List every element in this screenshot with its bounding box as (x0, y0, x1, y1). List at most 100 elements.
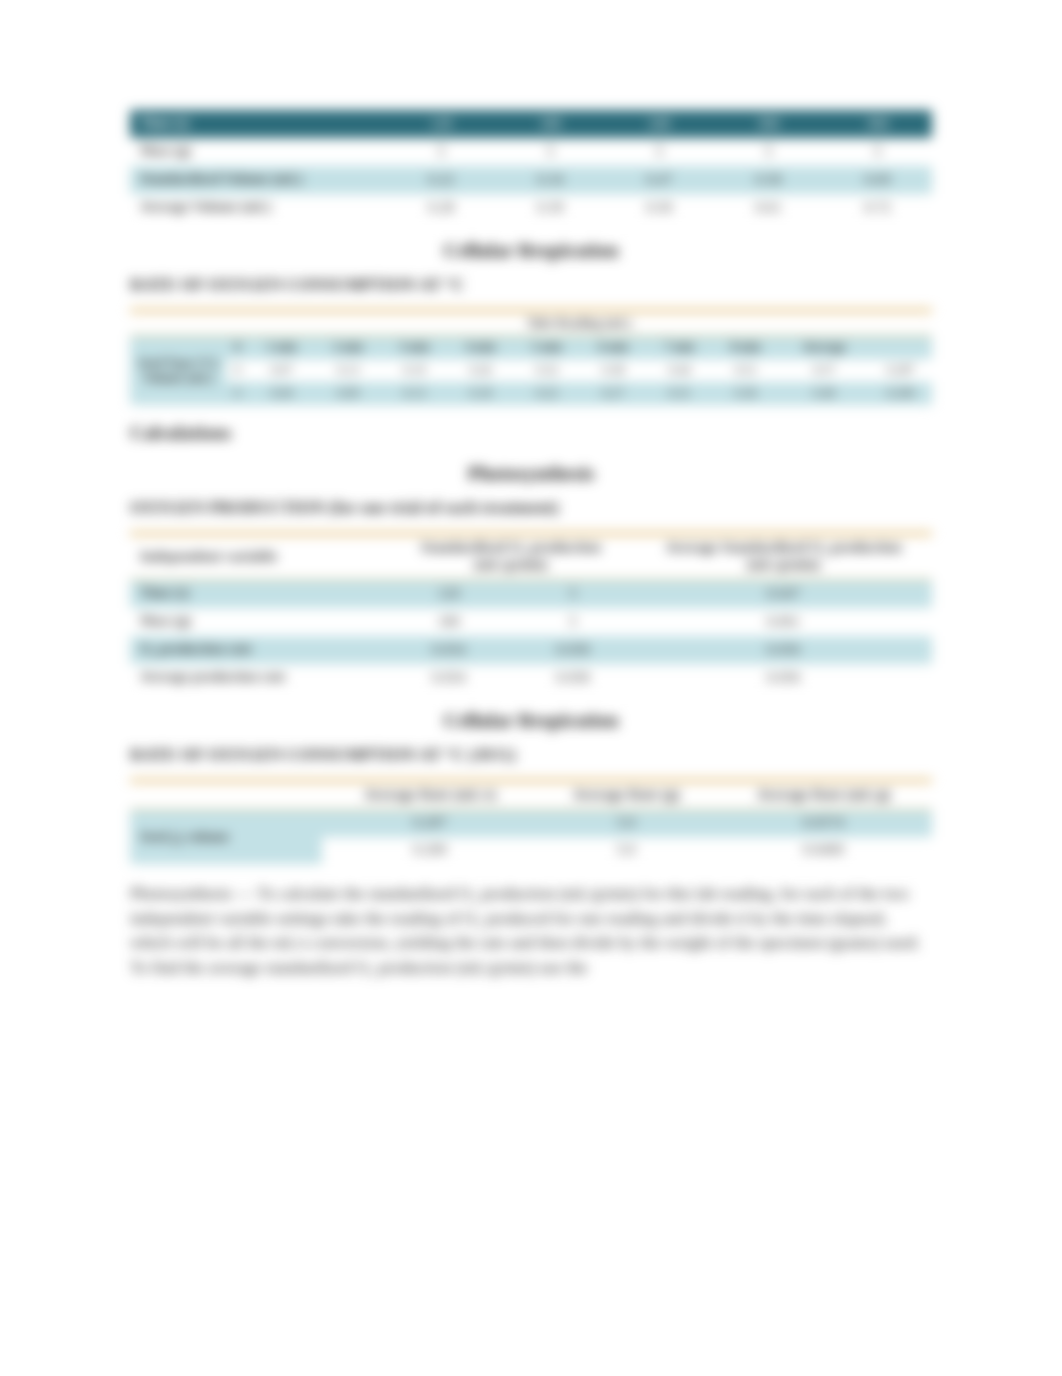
cell: 0.13 (381, 382, 447, 405)
col-header: Average Rate (mL/g) (715, 781, 932, 810)
col-header: Standardized O₂ production (mL/g/min) (387, 534, 635, 580)
cell: 0.31 (646, 382, 712, 405)
cell: 0.36 (713, 382, 779, 405)
cell: 0.07 (249, 359, 315, 382)
cell: 0.200 (322, 837, 537, 864)
cell: 0.28 (387, 194, 496, 222)
row-label: Average production rate (130, 664, 387, 692)
cell: 0.058 (511, 636, 635, 664)
cell: 5 (714, 138, 823, 166)
col-header: 8 min (713, 336, 779, 360)
row-label: Mass (g) (130, 138, 387, 166)
cell: 0.22 (514, 382, 580, 405)
cell: 0.40 (779, 382, 870, 405)
cell: 360 (823, 110, 932, 138)
cell: 180 (496, 110, 605, 138)
cell: 0.18 (447, 382, 513, 405)
cell: 0.22 (387, 166, 496, 194)
cell: 5 (823, 138, 932, 166)
row-label: Time (s) (130, 580, 387, 609)
row-label: Average Volume (mL) (130, 194, 387, 222)
row-label: Time (s) (130, 110, 387, 138)
cell: 0.054 (387, 664, 511, 692)
cell: 5.0 (537, 837, 715, 864)
col-header: Average Rate (g) (537, 781, 715, 810)
cell: 0.44 (646, 359, 712, 382)
cell: 0.34 (496, 166, 605, 194)
cell: 0.054 (387, 636, 511, 664)
data-table: Time (s) 120 180 240 300 360 Mass (g) 5 … (130, 110, 932, 222)
cell: 120 (387, 110, 496, 138)
section-subtitle: RATE OF OXYGEN CONSUMPTION AT °C (AVG) (130, 745, 932, 765)
col-header: 7 min (646, 336, 712, 360)
cell: 0.056 (635, 636, 932, 664)
data-table: Tube Reading (mL) Seed Type (°C) Volume … (130, 309, 932, 405)
cell: 0.09 (315, 382, 381, 405)
table-3: Independent variable Standardized O₂ pro… (130, 532, 932, 692)
table-2: Tube Reading (mL) Seed Type (°C) Volume … (130, 309, 932, 405)
col-header: Average Standardized O₂ production (mL/g… (635, 534, 932, 580)
cell: 5.0 (537, 810, 715, 838)
cell: 0.058 (511, 664, 635, 692)
col-header: Independent variable (130, 534, 387, 580)
row-label: Standardized Volume (mL) (130, 166, 387, 194)
cell: 0.0574 (715, 810, 932, 838)
cell: 0.061 (635, 608, 932, 636)
col-header: 5 min (514, 336, 580, 360)
table-4: Average Rate (mL/s) Average Rate (g) Ave… (130, 779, 932, 864)
cell: 0 (226, 382, 248, 405)
data-table: Average Rate (mL/s) Average Rate (g) Ave… (130, 779, 932, 864)
cell: 0.200 (869, 382, 932, 405)
cell: 5 (496, 138, 605, 166)
col-header: 3 min (381, 336, 447, 360)
data-table: Independent variable Standardized O₂ pro… (130, 532, 932, 692)
col-header: Average (779, 336, 870, 360)
row-label: O₂ production rate (130, 636, 387, 664)
cell: 0.39 (496, 194, 605, 222)
cell: 0.50 (605, 194, 714, 222)
col-header: 0 (226, 336, 248, 360)
col-header: Average Rate (mL/s) (322, 781, 537, 810)
cell: 0.61 (714, 194, 823, 222)
cell: 240 (605, 110, 714, 138)
cell: 0.72 (823, 194, 932, 222)
section-subtitle: OXYGEN PRODUCTION (for one trial of each… (130, 498, 932, 518)
cell: 0.51 (713, 359, 779, 382)
cell: 0.26 (447, 359, 513, 382)
cell: 0.287 (869, 359, 932, 382)
cell: 0.04 (249, 382, 315, 405)
row-group-label: Seed Type (°C) Volume (mL) (130, 336, 226, 406)
document-page: Time (s) 120 180 240 300 360 Mass (g) 5 … (0, 0, 1062, 1041)
section-title: Photosynthesis (130, 463, 932, 486)
cell: 180 (387, 608, 511, 636)
row-label: Mass (g) (130, 608, 387, 636)
cell: 0.38 (580, 359, 646, 382)
cell: 5 (511, 580, 635, 609)
cell: 5 (605, 138, 714, 166)
cell: 0.13 (315, 359, 381, 382)
cell: 5 (387, 138, 496, 166)
col-header: 6 min (580, 336, 646, 360)
cell: 0.58 (714, 166, 823, 194)
cell: 0.69 (823, 166, 932, 194)
section-title: Cellular Respiration (130, 710, 932, 733)
table-1: Time (s) 120 180 240 300 360 Mass (g) 5 … (130, 110, 932, 222)
explanation-paragraph: Photosynthesis — To calculate the standa… (130, 882, 932, 981)
col-header: 4 min (447, 336, 513, 360)
section-subtitle: RATE OF OXYGEN CONSUMPTION AT °C (130, 275, 932, 295)
cell: 300 (714, 110, 823, 138)
cell: 0.047 (635, 580, 932, 609)
calculations-heading: Calculations (130, 423, 932, 445)
super-header: Tube Reading (mL) (226, 311, 932, 336)
cell: 0 (226, 359, 248, 382)
cell: 0.27 (580, 382, 646, 405)
cell: 120 (387, 580, 511, 609)
cell: 5 (511, 608, 635, 636)
col-header: 1 min (249, 336, 315, 360)
cell: 0.0400 (715, 837, 932, 864)
row-label: Seed △ volume (130, 810, 322, 865)
section-title: Cellular Respiration (130, 240, 932, 263)
cell: 0.19 (381, 359, 447, 382)
col-header: 2 min (315, 336, 381, 360)
cell: 0.32 (514, 359, 580, 382)
